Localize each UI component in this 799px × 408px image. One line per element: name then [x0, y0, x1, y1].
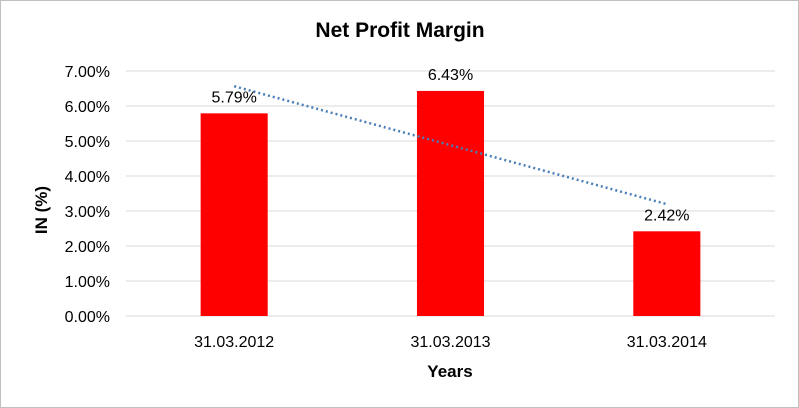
bar — [200, 113, 268, 316]
y-tick-label: 2.00% — [65, 239, 110, 256]
y-tick-label: 5.00% — [65, 134, 110, 151]
chart-title: Net Profit Margin — [315, 19, 484, 42]
data-label: 6.43% — [428, 67, 473, 84]
x-tick-label: 31.03.2013 — [410, 334, 490, 351]
y-tick-label: 6.00% — [65, 99, 110, 116]
x-tick-label: 31.03.2014 — [627, 334, 707, 351]
y-tick-label: 1.00% — [65, 274, 110, 291]
data-label: 5.79% — [211, 89, 256, 106]
y-axis-title: IN (%) — [32, 186, 51, 234]
y-tick-label: 0.00% — [65, 309, 110, 326]
bars — [200, 90, 701, 316]
data-labels: 5.79% 6.43% 2.42% — [211, 67, 689, 224]
x-tick-label: 31.03.2012 — [194, 334, 274, 351]
y-tick-label: 4.00% — [65, 169, 110, 186]
y-tick-label: 3.00% — [65, 204, 110, 221]
x-axis-title: Years — [427, 362, 472, 381]
bar — [633, 231, 701, 316]
x-axis-ticks: 31.03.2012 31.03.2013 31.03.2014 — [194, 334, 707, 351]
y-tick-label: 7.00% — [65, 64, 110, 81]
data-label: 2.42% — [644, 207, 689, 224]
bar — [416, 90, 485, 316]
y-axis-ticks: 0.00% 1.00% 2.00% 3.00% 4.00% 5.00% 6.00% 7.00% — [65, 64, 110, 326]
